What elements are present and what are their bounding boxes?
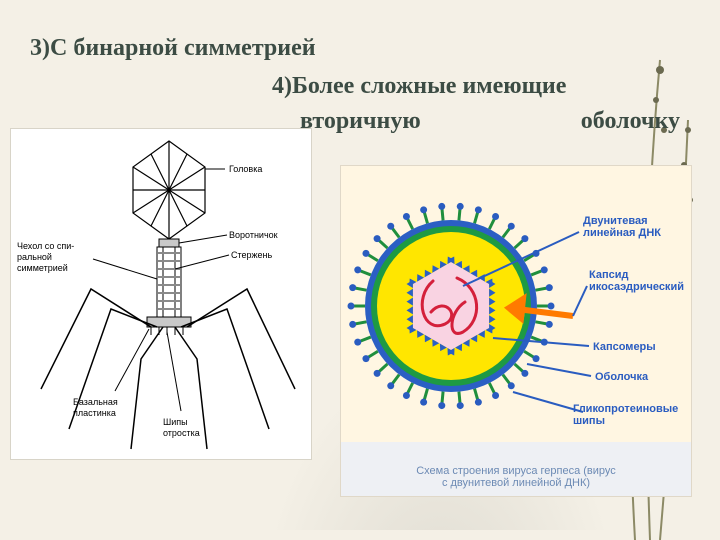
- label-baseplate: Базальнаяпластинка: [73, 397, 118, 418]
- heading-4-word2: оболочку: [581, 108, 680, 135]
- label-core: Стержень: [231, 250, 273, 260]
- figure2-caption: Схема строения вируса герпеса (вирус с д…: [341, 465, 691, 490]
- label-capsomers: Капсомеры: [593, 341, 656, 353]
- heading-4-word1: вторичную: [300, 108, 421, 135]
- label-sheath: Чехол со спи-ральнойсимметрией: [17, 241, 74, 273]
- label-spikes: Шипыотростка: [163, 417, 200, 438]
- label-collar: Воротничок: [229, 230, 278, 240]
- label-envelope: Оболочка: [595, 371, 649, 383]
- figure-bacteriophage: Головка Воротничок Чехол со спи-ральнойс…: [10, 128, 312, 460]
- label-head: Головка: [229, 164, 262, 174]
- caption-line1: Схема строения вируса герпеса (вирус: [416, 465, 616, 477]
- figure-herpes-virus: Двунитеваялинейная ДНК Капсидикосаэдриче…: [340, 165, 692, 497]
- caption-line2: с двунитевой линейной ДНК): [442, 477, 590, 489]
- heading-3: 3)С бинарной симметрией: [30, 35, 316, 62]
- slide: 3)С бинарной симметрией 4)Более сложные …: [0, 0, 720, 540]
- heading-4-line1: 4)Более сложные имеющие: [272, 73, 566, 100]
- heading-4-line2: вторичную оболочку: [300, 108, 680, 135]
